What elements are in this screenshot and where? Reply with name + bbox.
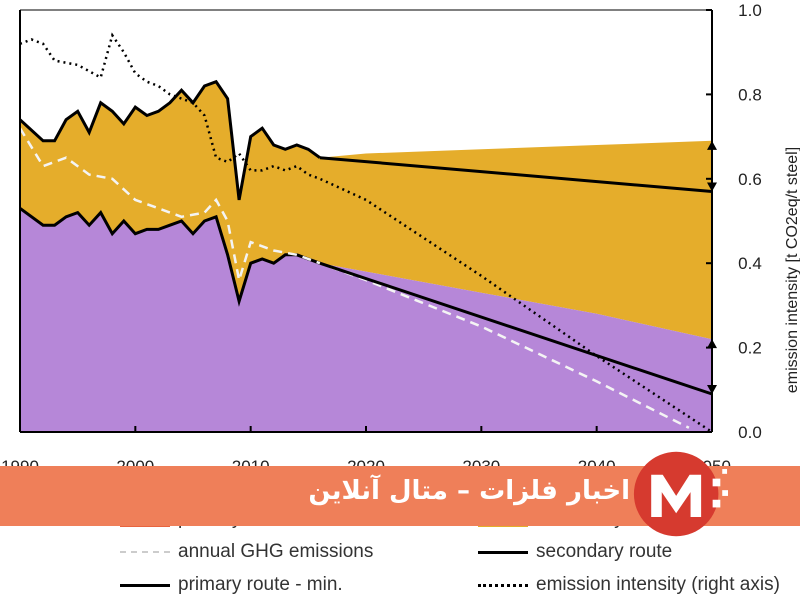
legend-item-ghg-emissions: annual GHG emissions xyxy=(120,537,373,567)
legend-item-secondary-route-line: secondary route xyxy=(478,537,672,567)
y-tick-label: 0.0 xyxy=(738,423,762,442)
legend-item-emission-intensity: emission intensity (right axis) xyxy=(478,570,780,600)
legend-label: emission intensity (right axis) xyxy=(536,574,780,595)
chart-lines xyxy=(18,32,713,434)
legend-swatch-emission-intensity xyxy=(478,575,530,595)
secondary-route-area xyxy=(20,81,712,340)
primary-route-history-line xyxy=(19,207,321,307)
range-arrow-head-down xyxy=(707,385,717,395)
legend-item-primary-route-min: primary route - min. xyxy=(120,570,343,600)
legend-label: secondary route xyxy=(536,541,673,562)
metal-online-logo-icon xyxy=(633,451,728,537)
legend-swatch-secondary-route-line xyxy=(478,542,530,562)
legend-swatch-ghg-emissions xyxy=(120,542,172,562)
legend-label: annual GHG emissions xyxy=(178,541,374,562)
emission-intensity-line xyxy=(19,32,713,434)
range-arrows xyxy=(707,140,717,395)
projection-line xyxy=(319,156,713,193)
chart-areas xyxy=(20,81,712,432)
y-axis-ticks: 0.0 0.2 0.4 0.6 0.8 1.0 xyxy=(706,1,762,442)
legend-label: primary route - min. xyxy=(178,574,343,595)
range-arrow-head-down xyxy=(707,182,717,192)
y-tick-label: 0.6 xyxy=(738,170,762,189)
y-tick-label: 0.4 xyxy=(738,254,762,273)
projection-line xyxy=(319,261,713,396)
range-arrow-head-up xyxy=(707,339,717,349)
y-tick-label: 0.8 xyxy=(738,85,762,104)
y-axis-label: emission intensity [t CO2eq/t steel] xyxy=(784,147,800,393)
legend-swatch-primary-route-min xyxy=(120,575,172,595)
banner-title: اخبار فلزات – متال آنلاین xyxy=(308,476,630,506)
y-tick-label: 1.0 xyxy=(738,1,762,20)
range-arrow-head-up xyxy=(707,140,717,150)
primary-route-area xyxy=(20,208,712,432)
y-tick-label: 0.2 xyxy=(738,339,762,358)
